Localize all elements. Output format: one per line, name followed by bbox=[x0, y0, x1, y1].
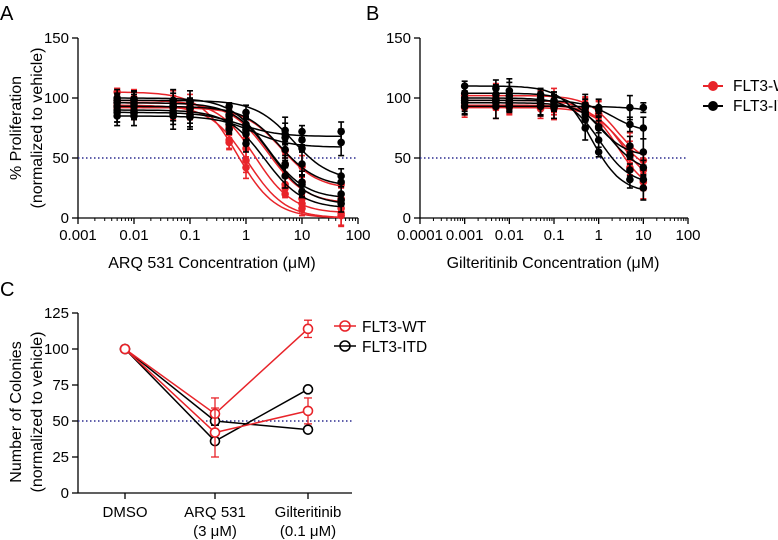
panel-c-y-tick-label: 100 bbox=[44, 341, 69, 358]
panel-c-data-point bbox=[302, 323, 314, 335]
panel-b-x-tick-label: 10 bbox=[635, 227, 652, 244]
panel-a-data-point bbox=[242, 139, 250, 148]
panel-b-data-point bbox=[626, 166, 634, 174]
panel-a-data-point bbox=[281, 145, 289, 154]
panel-b-xlabel: Gilteritinib Concentration (μM) bbox=[447, 255, 660, 272]
panel-b-y-tick-label: 0 bbox=[403, 210, 411, 227]
legend-c-itd-marker bbox=[339, 340, 351, 352]
panel-a-data-point bbox=[242, 130, 250, 138]
panel-c-x-label-line2: (0.1 μM) bbox=[280, 523, 336, 540]
legend-c: FLT3-WT FLT3-ITD bbox=[334, 319, 427, 356]
panel-a-data-point bbox=[225, 115, 233, 124]
legend-c-wt-marker bbox=[339, 320, 351, 332]
panel-b-x-tick-label: 0.001 bbox=[446, 227, 484, 244]
panel-a-data-point bbox=[298, 136, 306, 144]
panel-b-data-point bbox=[594, 106, 603, 114]
panel-b-x-tick-label: 0.0001 bbox=[397, 227, 443, 244]
panel-a-x-tick-label: 0.001 bbox=[59, 227, 97, 244]
panel-c-x-label-line1: DMSO bbox=[103, 504, 148, 521]
panel-c-data-point bbox=[119, 343, 131, 355]
panel-a-data-point bbox=[298, 180, 306, 189]
panel-a-xlabel: ARQ 531 Concentration (μM) bbox=[108, 255, 316, 272]
panel-c-y-tick-label: 25 bbox=[52, 449, 69, 466]
panel-b-x-tick-label: 100 bbox=[675, 227, 700, 244]
panel-c-data-point bbox=[302, 405, 314, 417]
legend-c-wt-label: FLT3-WT bbox=[362, 319, 427, 336]
panel-c-x-label-line1: ARQ 531 bbox=[184, 504, 246, 521]
panel-a-data-point bbox=[281, 133, 289, 142]
panel-b-data-point bbox=[626, 175, 634, 184]
panel-a-data-point bbox=[298, 199, 306, 208]
panel-a-plot: 0 50 100 150 0.001 0.01 0.1 1 10 100 bbox=[44, 30, 371, 244]
panel-b-data-point bbox=[639, 124, 648, 132]
panel-a-ylabel-1: % Proliferation bbox=[8, 76, 25, 180]
panel-b-y-tick-label: 100 bbox=[386, 90, 411, 107]
panel-c-x-label-line2: (3 μM) bbox=[193, 523, 237, 540]
panel-letter-b: B bbox=[366, 3, 379, 25]
panel-c-y-tick-label: 50 bbox=[52, 413, 69, 430]
panel-b-data-point bbox=[536, 97, 545, 106]
panel-c-plot: 0 25 50 75 100 125 DMSO ARQ 531 (3 μM) Gilteritin… bbox=[44, 305, 352, 540]
panel-b-data-point bbox=[626, 142, 634, 150]
legend-ab: FLT3-WT FLT3-ITD bbox=[703, 78, 778, 115]
panel-b-x-tick-label: 1 bbox=[594, 227, 602, 244]
panel-b-y-tick-label: 150 bbox=[386, 30, 411, 47]
panel-b-data-point bbox=[581, 101, 590, 109]
panel-b-data-point bbox=[594, 123, 603, 131]
panel-c-data-point bbox=[302, 424, 314, 435]
panel-a-x-tick-label: 10 bbox=[294, 227, 311, 244]
panel-a-x-tick-label: 0.1 bbox=[180, 227, 201, 244]
panel-b-data-point bbox=[492, 96, 500, 105]
panel-c-y-tick-label: 0 bbox=[61, 485, 69, 502]
panel-a-y-tick-label: 150 bbox=[44, 30, 69, 47]
panel-a-x-tick-label: 100 bbox=[345, 227, 370, 244]
legend-ab-wt-label: FLT3-WT bbox=[733, 78, 778, 95]
panel-b-x-tick-label: 0.1 bbox=[544, 227, 565, 244]
panel-a-y-tick-label: 50 bbox=[52, 150, 69, 167]
legend-c-itd-label: FLT3-ITD bbox=[362, 339, 427, 356]
legend-ab-itd-marker bbox=[708, 101, 718, 111]
panel-b-y-tick-label: 50 bbox=[394, 150, 411, 167]
panel-b-plot: 0 50 100 150 0.0001 0.001 0.01 0.1 1 10 100 bbox=[386, 30, 701, 244]
panel-c-ylabel-1: Number of Colonies bbox=[8, 341, 25, 482]
panel-a-data-point bbox=[130, 100, 138, 108]
panel-a-ylabel-2: (normalized to vehicle) bbox=[29, 48, 46, 209]
panel-a-data-point bbox=[281, 161, 289, 169]
panel-c-y-tick-label: 125 bbox=[44, 305, 69, 322]
panel-b-data-point bbox=[460, 89, 469, 97]
panel-b-data-point bbox=[626, 120, 634, 129]
panel-c-data-point bbox=[302, 384, 314, 395]
panel-c-y-tick-label: 75 bbox=[52, 377, 69, 394]
legend-ab-itd-label: FLT3-ITD bbox=[733, 98, 778, 115]
panel-letter-c: C bbox=[0, 279, 14, 301]
panel-a-data-point bbox=[242, 156, 250, 165]
panel-b-data-point bbox=[626, 103, 634, 112]
legend-ab-wt-marker bbox=[708, 81, 718, 91]
panel-c-data-point bbox=[209, 427, 221, 438]
panel-a-data-point bbox=[225, 136, 233, 144]
panel-a-y-tick-label: 0 bbox=[61, 210, 69, 227]
panel-b-data-point bbox=[639, 175, 648, 184]
panel-a-data-point bbox=[298, 160, 306, 168]
panel-c-x-label-line1: Gilteritinib bbox=[275, 504, 342, 521]
panel-a-x-tick-label: 0.01 bbox=[119, 227, 148, 244]
panel-c-ylabel-2: (normalized to vehicle) bbox=[29, 332, 46, 493]
panel-a-data-point bbox=[337, 138, 345, 147]
panel-a-data-point bbox=[169, 101, 177, 109]
panel-a-x-tick-label: 1 bbox=[242, 227, 250, 244]
panel-b-data-point bbox=[460, 96, 469, 105]
panel-a-data-point bbox=[337, 196, 345, 204]
panel-a-data-point bbox=[186, 103, 194, 112]
panel-b-x-tick-label: 0.01 bbox=[495, 227, 524, 244]
panel-b-data-point bbox=[639, 103, 648, 112]
panel-a-data-point bbox=[113, 99, 121, 107]
panel-b-data-point bbox=[639, 148, 648, 156]
panel-a-data-point bbox=[242, 108, 250, 117]
panel-b-data-point bbox=[505, 97, 514, 106]
panel-b-data-point bbox=[550, 99, 558, 107]
panel-a-y-tick-label: 100 bbox=[44, 90, 69, 107]
panel-letter-a: A bbox=[0, 3, 14, 25]
